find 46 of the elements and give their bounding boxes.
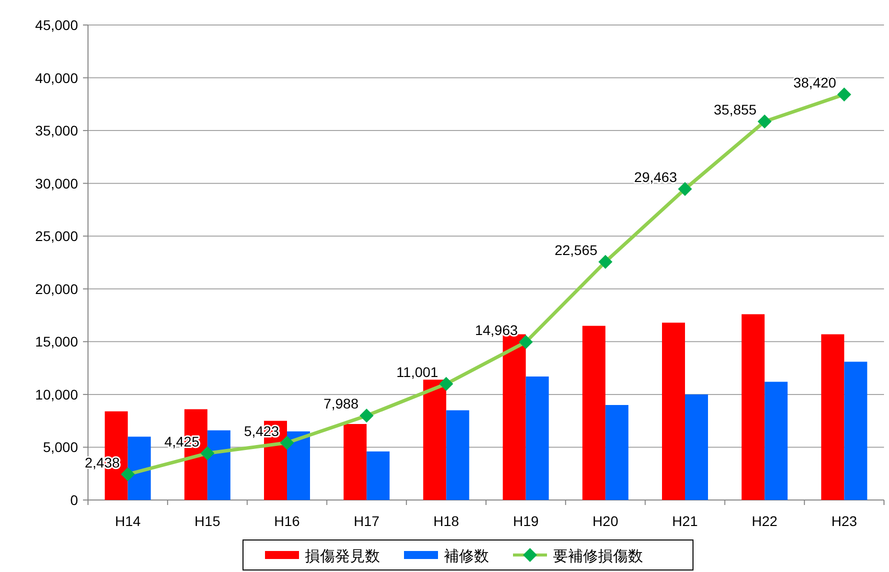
bar	[526, 376, 549, 500]
y-tick-label: 40,000	[35, 70, 78, 86]
bar	[207, 430, 230, 500]
y-tick-label: 5,000	[42, 439, 78, 456]
bar	[821, 334, 844, 500]
x-tick-label: H22	[752, 513, 778, 529]
data-label: 29,463	[634, 169, 678, 185]
bar	[287, 431, 310, 500]
data-label: 22,565	[554, 242, 598, 258]
x-tick-label: H20	[592, 513, 618, 529]
y-tick-label: 30,000	[35, 175, 78, 192]
y-tick-label: 35,000	[35, 122, 78, 139]
y-tick-label: 0	[70, 492, 78, 508]
y-tick-label: 10,000	[35, 386, 78, 402]
bar	[764, 382, 788, 500]
bar	[582, 326, 606, 500]
bar	[344, 424, 367, 500]
x-tick-label: H23	[831, 513, 858, 529]
data-label: 11,001	[396, 364, 438, 380]
x-tick-label: H16	[274, 513, 300, 529]
y-tick-label: 25,000	[35, 228, 78, 244]
y-tick-label: 20,000	[35, 280, 78, 297]
bar	[605, 405, 628, 500]
bar	[685, 394, 708, 500]
x-tick-label: H18	[433, 513, 460, 529]
bar	[742, 314, 765, 500]
bar	[446, 410, 470, 500]
bar	[128, 436, 151, 500]
legend-label: 要補修損傷数	[553, 548, 643, 565]
x-tick-label: H21	[672, 513, 698, 529]
x-tick-label: H19	[512, 513, 539, 529]
data-label: 14,963	[474, 322, 518, 338]
data-label: 7,988	[324, 396, 359, 412]
x-tick-label: H14	[114, 513, 141, 529]
data-label: 35,855	[714, 102, 757, 118]
y-tick-label: 45,000	[35, 17, 78, 33]
legend-label: 補修数	[444, 548, 489, 565]
y-tick-label: 15,000	[35, 334, 78, 350]
data-label: 38,420	[793, 74, 836, 90]
legend-label: 損傷発見数	[305, 548, 380, 565]
bar	[423, 380, 446, 500]
x-tick-label: H17	[354, 513, 380, 529]
bar	[662, 322, 685, 500]
bar	[844, 362, 868, 500]
x-tick-label: H15	[194, 513, 220, 529]
bar	[366, 451, 390, 500]
